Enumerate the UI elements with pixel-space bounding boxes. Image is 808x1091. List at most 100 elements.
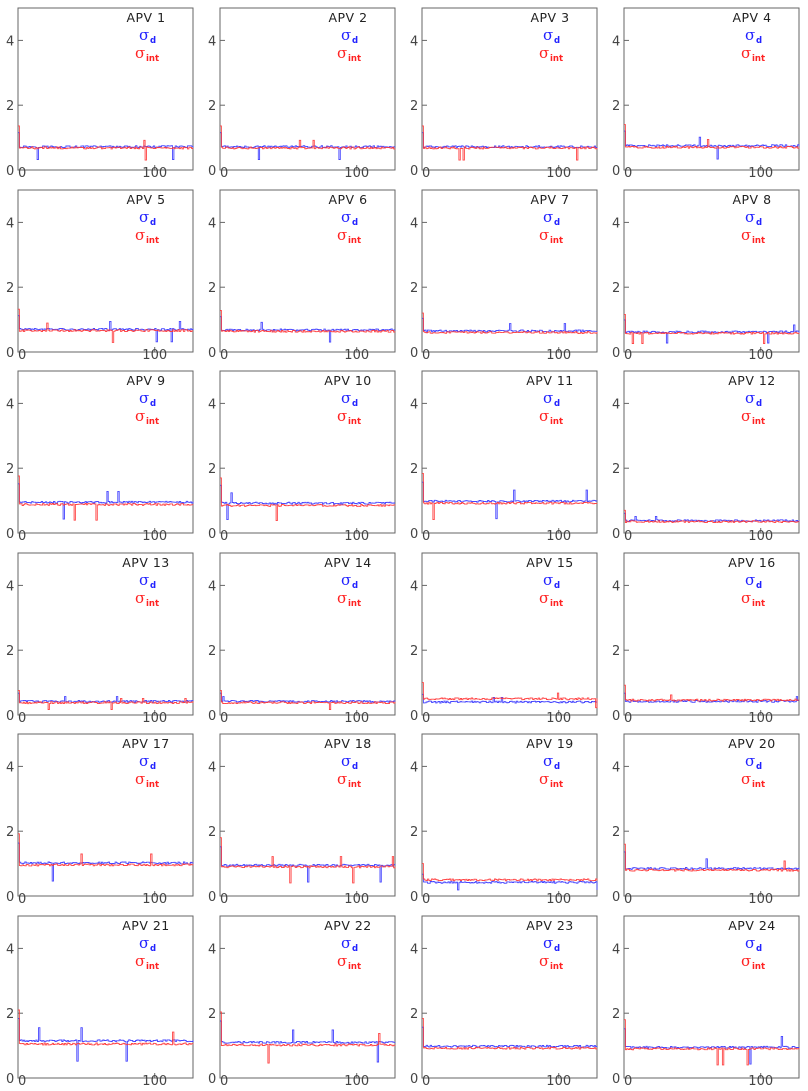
y-tick-label: 0 <box>612 164 620 179</box>
chart-title: APV 15 <box>526 555 574 570</box>
chart-title: APV 3 <box>530 10 569 25</box>
series-line-sigma-int <box>422 125 598 161</box>
chart-panel-19: 0 2 4 0 100 APV 19 σ d σ int <box>404 726 606 908</box>
y-tick-label: 0 <box>612 709 620 724</box>
legend-sigma-d-sub: d <box>150 762 156 772</box>
chart-title: APV 4 <box>732 10 771 25</box>
x-tick-label: 100 <box>546 166 571 181</box>
chart-panel-13: 0 2 4 0 100 APV 13 σ d σ int <box>0 545 202 727</box>
legend-sigma-d-sub: d <box>756 762 762 772</box>
y-tick-label: 2 <box>612 825 620 840</box>
legend-sigma-int: σ <box>337 952 347 970</box>
legend-sigma-int-sub: int <box>550 54 563 64</box>
legend-sigma-int: σ <box>741 226 751 244</box>
plot-frame <box>421 189 598 352</box>
y-tick-label: 0 <box>208 890 216 905</box>
legend-sigma-int-sub: int <box>348 780 361 790</box>
plot-frame <box>219 189 396 352</box>
chart-title: APV 9 <box>126 373 165 388</box>
legend-sigma-d-sub: d <box>756 36 762 46</box>
x-tick-label: 100 <box>546 1074 571 1089</box>
chart-title: APV 11 <box>526 373 574 388</box>
x-tick-label: 0 <box>624 348 632 363</box>
legend-sigma-int: σ <box>539 407 549 425</box>
plot-frame <box>623 552 800 715</box>
y-tick-label: 4 <box>6 216 14 231</box>
legend-sigma-d-sub: d <box>352 218 358 228</box>
legend-sigma-int: σ <box>135 952 145 970</box>
chart-panel-22: 0 2 4 0 100 APV 22 σ d σ int <box>202 908 404 1090</box>
legend-sigma-int: σ <box>337 589 347 607</box>
y-tick-label: 0 <box>6 527 14 542</box>
chart-panel-15: 0 2 4 0 100 APV 15 σ d σ int <box>404 545 606 727</box>
legend-sigma-int: σ <box>135 44 145 62</box>
legend-sigma-int: σ <box>741 952 751 970</box>
y-tick-label: 4 <box>612 942 620 957</box>
legend-sigma-d-sub: d <box>554 218 560 228</box>
series-line-sigma-int <box>220 309 396 333</box>
x-tick-label: 100 <box>546 348 571 363</box>
chart-panel-6: 0 2 4 0 100 APV 6 σ d σ int <box>202 182 404 364</box>
y-tick-label: 4 <box>410 34 418 49</box>
x-tick-label: 0 <box>624 166 632 181</box>
plot-frame <box>623 733 800 897</box>
x-tick-label: 100 <box>546 711 571 726</box>
legend-sigma-int-sub: int <box>348 236 361 246</box>
x-tick-label: 100 <box>142 1074 167 1089</box>
chart-title: APV 20 <box>728 736 776 751</box>
legend-sigma-int: σ <box>337 407 347 425</box>
legend-sigma-int-sub: int <box>752 780 765 790</box>
legend-sigma-int: σ <box>539 226 549 244</box>
chart-title: APV 14 <box>324 555 372 570</box>
x-tick-label: 100 <box>344 348 369 363</box>
legend-sigma-int: σ <box>539 589 549 607</box>
plot-frame <box>17 552 194 715</box>
y-tick-label: 2 <box>6 825 14 840</box>
y-tick-label: 2 <box>410 644 418 659</box>
y-tick-label: 4 <box>208 942 216 957</box>
chart-title: APV 7 <box>530 192 569 207</box>
plot-frame <box>219 370 396 534</box>
legend-sigma-int-sub: int <box>146 962 159 972</box>
legend-sigma-d: σ <box>139 26 149 44</box>
plot-frame <box>219 915 396 1078</box>
legend-sigma-d-sub: d <box>756 581 762 591</box>
y-tick-label: 2 <box>208 1007 216 1022</box>
legend-sigma-d-sub: d <box>554 36 560 46</box>
series-line-sigma-d <box>422 873 598 891</box>
x-tick-label: 100 <box>142 348 167 363</box>
chart-panel-10: 0 2 4 0 100 APV 10 σ d σ int <box>202 363 404 545</box>
y-tick-label: 4 <box>410 760 418 775</box>
legend-sigma-d-sub: d <box>756 218 762 228</box>
chart-panel-20: 0 2 4 0 100 APV 20 σ d σ int <box>606 726 808 908</box>
x-tick-label: 0 <box>18 711 26 726</box>
legend-sigma-int-sub: int <box>550 962 563 972</box>
series-line-sigma-int <box>220 477 396 522</box>
y-tick-label: 0 <box>612 346 620 361</box>
legend-sigma-d-sub: d <box>554 581 560 591</box>
x-tick-label: 0 <box>18 1074 26 1089</box>
y-tick-label: 4 <box>6 397 14 412</box>
y-tick-label: 2 <box>410 1007 418 1022</box>
chart-panel-11: 0 2 4 0 100 APV 11 σ d σ int <box>404 363 606 545</box>
y-tick-label: 0 <box>410 527 418 542</box>
series-line-sigma-int <box>18 1009 194 1045</box>
y-tick-label: 2 <box>612 1007 620 1022</box>
legend-sigma-d: σ <box>745 934 755 952</box>
x-tick-label: 0 <box>220 166 228 181</box>
legend-sigma-int: σ <box>135 589 145 607</box>
series-line-sigma-d <box>220 1020 396 1062</box>
y-tick-label: 2 <box>6 1007 14 1022</box>
x-tick-label: 100 <box>748 711 773 726</box>
series-line-sigma-d <box>220 132 396 160</box>
